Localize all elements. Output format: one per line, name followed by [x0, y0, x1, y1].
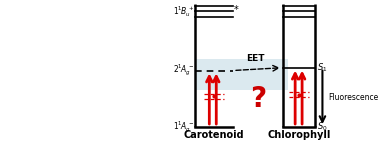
Text: Fluorescence: Fluorescence	[328, 93, 378, 102]
Text: $S_0$: $S_0$	[318, 121, 328, 133]
Text: $S_1$: $S_1$	[318, 61, 328, 74]
Text: EET: EET	[246, 54, 265, 63]
Text: $2{}^1\!A_g^{\,-}$: $2{}^1\!A_g^{\,-}$	[173, 63, 194, 78]
Text: $1{}^1\!B_u^{\,+}$: $1{}^1\!B_u^{\,+}$	[173, 4, 194, 19]
Bar	[195, 59, 288, 90]
Text: *: *	[234, 5, 239, 15]
Text: $1{}^1\!A_g^{\,-}$: $1{}^1\!A_g^{\,-}$	[173, 119, 194, 135]
Text: Chlorophyll: Chlorophyll	[267, 130, 331, 140]
Text: Carotenoid: Carotenoid	[184, 130, 245, 140]
Text: ?: ?	[250, 85, 266, 113]
